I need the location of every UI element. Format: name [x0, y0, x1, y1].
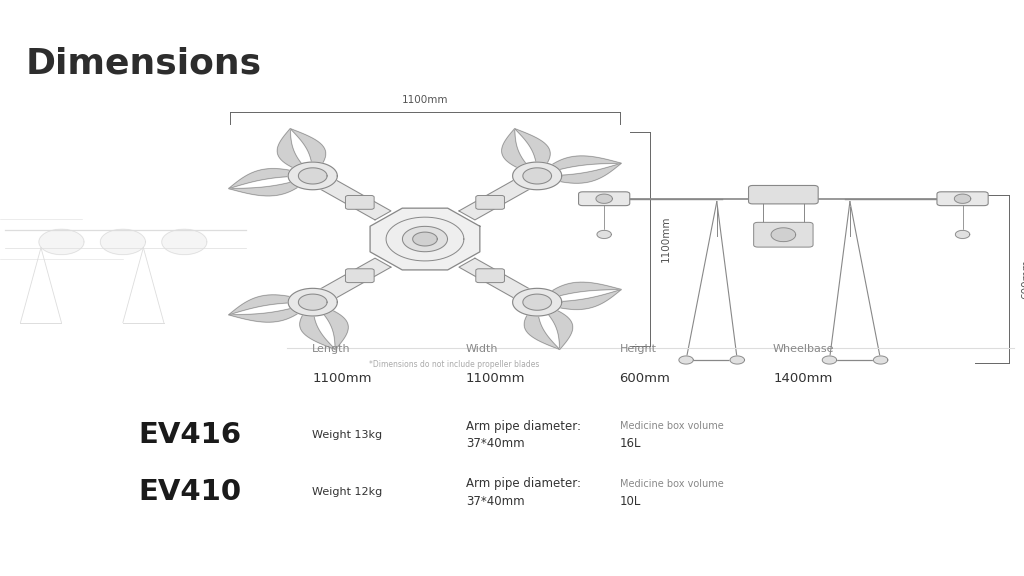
FancyBboxPatch shape — [579, 192, 630, 206]
Text: Arm pipe diameter:: Arm pipe diameter: — [466, 420, 581, 433]
Polygon shape — [300, 302, 335, 350]
Polygon shape — [413, 232, 437, 246]
Polygon shape — [730, 356, 744, 364]
Polygon shape — [771, 228, 796, 241]
Polygon shape — [305, 258, 391, 306]
Text: EV410: EV410 — [138, 479, 242, 506]
FancyBboxPatch shape — [749, 185, 818, 204]
Polygon shape — [538, 290, 622, 309]
Polygon shape — [459, 172, 545, 220]
Polygon shape — [288, 162, 337, 190]
Text: Medicine box volume: Medicine box volume — [620, 421, 723, 431]
Polygon shape — [386, 217, 464, 261]
Polygon shape — [100, 229, 145, 255]
Text: Height: Height — [620, 344, 656, 354]
Text: 1100mm: 1100mm — [312, 372, 372, 385]
Polygon shape — [278, 128, 312, 176]
Text: 1100mm: 1100mm — [401, 96, 449, 105]
Polygon shape — [596, 194, 612, 203]
FancyBboxPatch shape — [937, 192, 988, 206]
Polygon shape — [298, 168, 327, 184]
Polygon shape — [513, 289, 562, 316]
Polygon shape — [228, 176, 312, 196]
FancyBboxPatch shape — [476, 195, 505, 209]
Polygon shape — [822, 356, 837, 364]
Polygon shape — [954, 194, 971, 203]
Polygon shape — [538, 156, 622, 176]
Polygon shape — [538, 302, 572, 350]
Text: 16L: 16L — [620, 437, 641, 450]
Text: 1100mm: 1100mm — [660, 216, 671, 262]
Polygon shape — [524, 302, 560, 350]
FancyBboxPatch shape — [345, 269, 374, 283]
Text: 37*40mm: 37*40mm — [466, 495, 524, 507]
Polygon shape — [290, 128, 326, 176]
Polygon shape — [538, 282, 622, 302]
Polygon shape — [502, 128, 538, 176]
Text: EV416: EV416 — [138, 421, 242, 449]
Polygon shape — [523, 294, 552, 310]
Text: Medicine box volume: Medicine box volume — [620, 479, 723, 489]
Polygon shape — [873, 356, 888, 364]
Text: Weight 12kg: Weight 12kg — [312, 487, 383, 498]
Text: Arm pipe diameter:: Arm pipe diameter: — [466, 478, 581, 490]
Polygon shape — [228, 295, 312, 315]
Text: Width: Width — [466, 344, 499, 354]
Polygon shape — [370, 208, 480, 270]
Polygon shape — [513, 162, 562, 190]
Polygon shape — [305, 172, 391, 220]
Text: 1100mm: 1100mm — [466, 372, 525, 385]
Polygon shape — [538, 163, 622, 183]
Polygon shape — [597, 230, 611, 238]
FancyBboxPatch shape — [754, 222, 813, 247]
FancyBboxPatch shape — [476, 269, 505, 283]
Text: 600mm: 600mm — [1021, 259, 1024, 299]
FancyBboxPatch shape — [345, 195, 374, 209]
Polygon shape — [402, 226, 447, 252]
Polygon shape — [679, 356, 693, 364]
Polygon shape — [228, 169, 312, 188]
Text: Wheelbase: Wheelbase — [773, 344, 835, 354]
Polygon shape — [298, 294, 327, 310]
Polygon shape — [288, 289, 337, 316]
Polygon shape — [955, 230, 970, 238]
Text: 10L: 10L — [620, 495, 641, 507]
Text: 37*40mm: 37*40mm — [466, 437, 524, 450]
Text: Length: Length — [312, 344, 351, 354]
Polygon shape — [228, 302, 312, 322]
Polygon shape — [459, 258, 545, 306]
Text: Dimensions: Dimensions — [26, 46, 262, 80]
Text: *Dimensions do not include propeller blades: *Dimensions do not include propeller bla… — [369, 360, 539, 369]
Text: 1400mm: 1400mm — [773, 372, 833, 385]
Text: Weight 13kg: Weight 13kg — [312, 430, 382, 440]
Polygon shape — [523, 168, 552, 184]
Polygon shape — [39, 229, 84, 255]
Polygon shape — [515, 128, 550, 176]
Polygon shape — [162, 229, 207, 255]
Text: 600mm: 600mm — [620, 372, 671, 385]
Polygon shape — [312, 302, 348, 350]
